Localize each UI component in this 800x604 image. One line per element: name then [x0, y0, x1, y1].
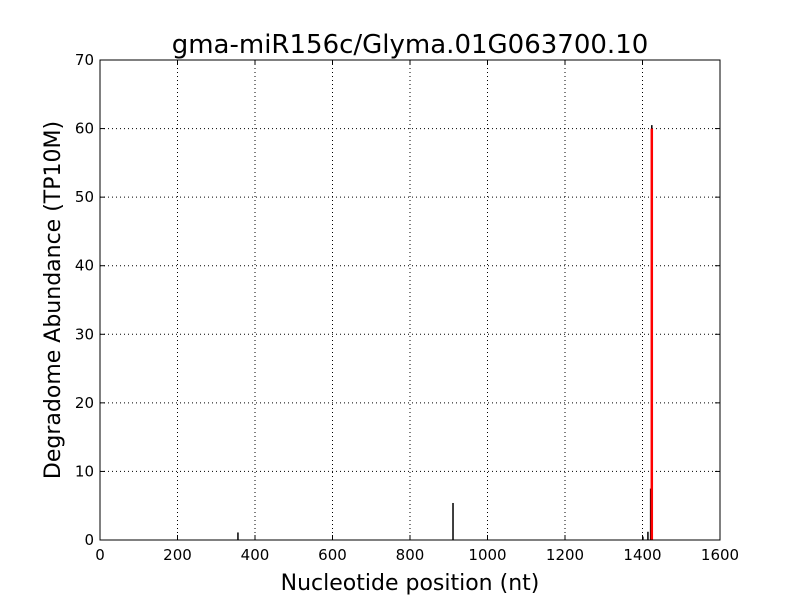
y-tick-label: 0 [84, 531, 94, 549]
x-tick-label: 400 [241, 546, 270, 564]
x-tick-label: 800 [396, 546, 425, 564]
y-tick-label: 50 [75, 188, 94, 206]
y-tick-label: 40 [75, 257, 94, 275]
x-tick-label: 1600 [701, 546, 739, 564]
x-tick-label: 1000 [468, 546, 506, 564]
x-tick-label: 1400 [623, 546, 661, 564]
y-tick-label: 10 [75, 462, 94, 480]
y-tick-label: 30 [75, 325, 94, 343]
x-tick-label: 600 [318, 546, 347, 564]
x-tick-label: 200 [163, 546, 192, 564]
y-tick-label: 60 [75, 120, 94, 138]
x-tick-label: 1200 [546, 546, 584, 564]
y-axis-label: Degradome Abundance (TP10M) [41, 121, 66, 479]
x-axis-label: Nucleotide position (nt) [281, 571, 540, 596]
ticks: 0 200 400 600 800 1000 1200 1400 1600 0 10 20 30 40 50… [75, 51, 739, 564]
marks [237, 125, 654, 540]
y-tick-label: 20 [75, 394, 94, 412]
chart-title: gma-miR156c/Glyma.01G063700.10 [172, 30, 649, 60]
x-tick-label: 0 [95, 546, 105, 564]
grid [100, 60, 720, 540]
y-tick-label: 70 [75, 51, 94, 69]
